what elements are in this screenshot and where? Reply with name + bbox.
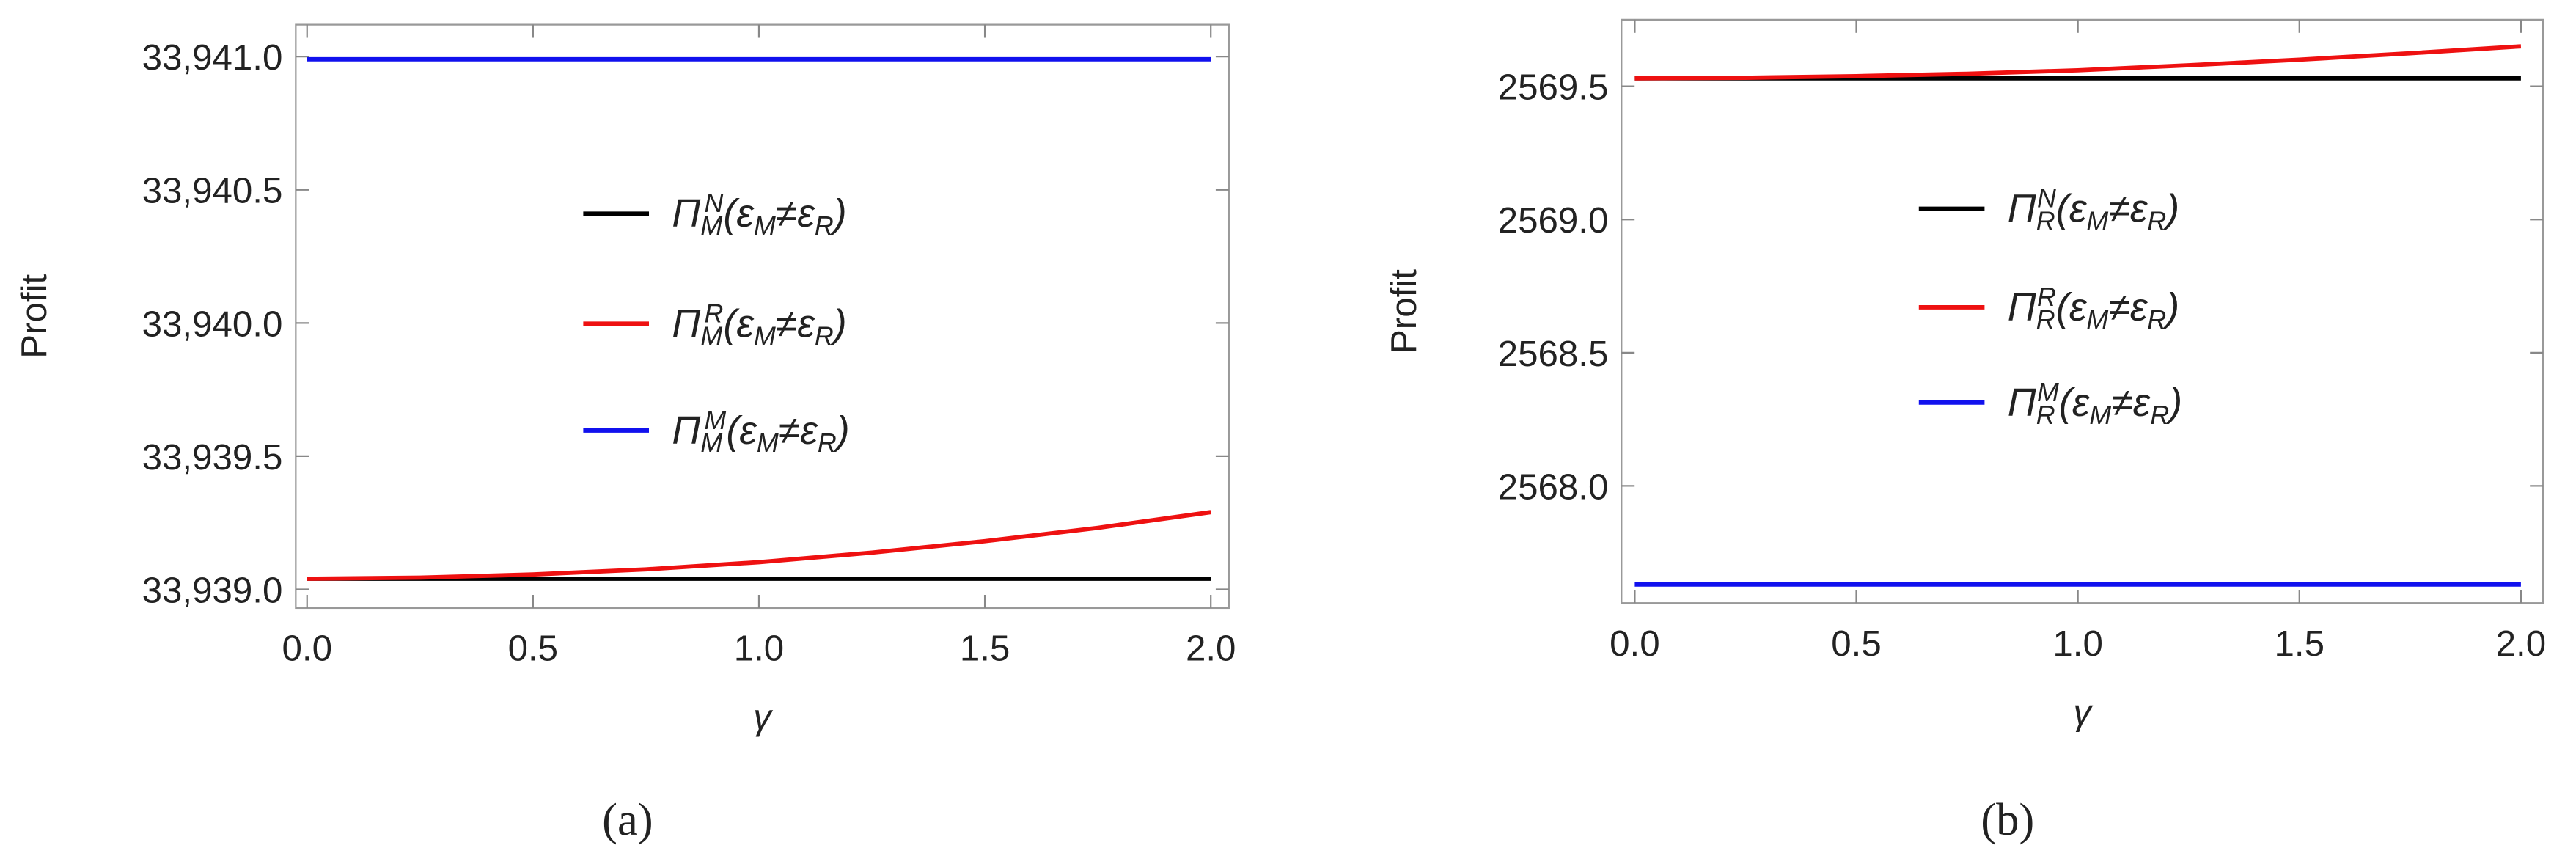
plot-frame [295, 23, 1230, 610]
y-axis-label: Profit [14, 274, 54, 358]
y-tick-label: 33,940.5 [142, 171, 283, 211]
legend-label: ΠRN(εM≠εR) [2008, 184, 2179, 236]
x-tick-label: 0.0 [1610, 623, 1660, 664]
y-tick-label: 33,939.5 [142, 437, 283, 478]
x-tick-label: 0.0 [282, 629, 332, 669]
y-axis-label: Profit [1384, 269, 1424, 354]
y-tick-label: 33,940.0 [142, 304, 283, 344]
y-tick-label: 2569.5 [1498, 67, 1609, 108]
legend-label: ΠRM(εM≠εR) [2008, 378, 2182, 430]
y-tick-label: 2568.0 [1498, 467, 1609, 507]
caption: (b) [1981, 794, 2034, 845]
y-tick-label: 33,941.0 [142, 37, 283, 78]
plot-frame [1621, 18, 2544, 604]
legend-label: ΠMM(εM≠εR) [672, 406, 849, 458]
x-tick-label: 1.5 [2275, 623, 2325, 664]
legend-label: ΠMR(εM≠εR) [672, 299, 846, 351]
series-line [307, 510, 1211, 581]
legend-label: ΠMN(εM≠εR) [672, 189, 846, 241]
x-tick-label: 1.0 [734, 629, 785, 669]
y-tick-label: 2569.0 [1498, 200, 1609, 241]
x-tick-label: 1.0 [2052, 623, 2103, 664]
y-tick-label: 33,939.0 [142, 570, 283, 610]
x-axis-label: γ [753, 698, 773, 738]
x-tick-label: 2.0 [1186, 629, 1236, 669]
series-line [1634, 44, 2522, 81]
x-tick-label: 0.5 [508, 629, 559, 669]
x-tick-label: 1.5 [960, 629, 1010, 669]
legend-label: ΠRR(εM≠εR) [2008, 282, 2179, 334]
x-tick-label: 0.5 [1831, 623, 1882, 664]
x-tick-label: 2.0 [2496, 623, 2547, 664]
x-axis-label: γ [2073, 692, 2093, 733]
caption: (a) [602, 794, 653, 845]
y-tick-label: 2568.5 [1498, 334, 1609, 374]
